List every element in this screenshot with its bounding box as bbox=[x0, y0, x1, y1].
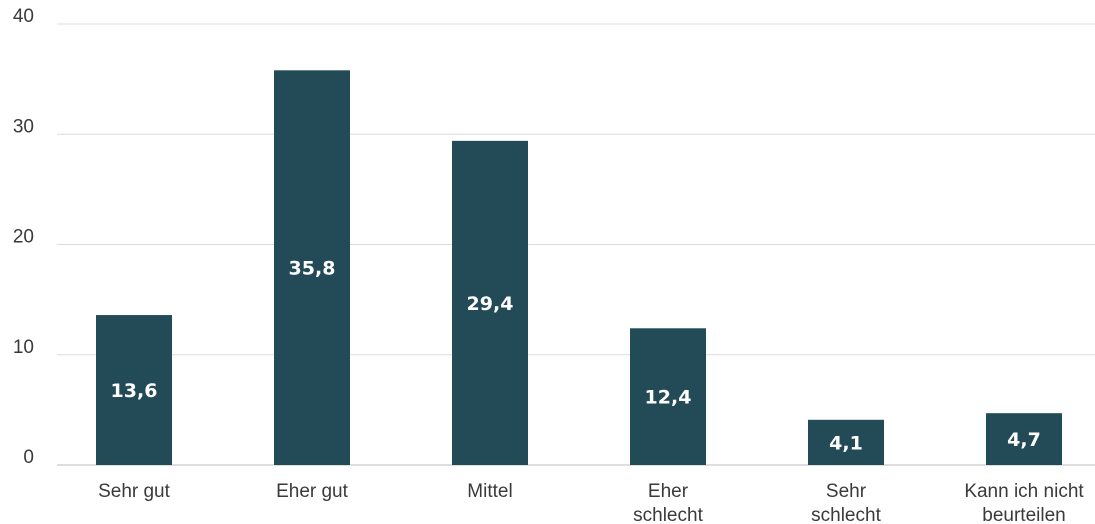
category-label: beurteilen bbox=[982, 505, 1065, 524]
y-axis-tick-labels: 0 10 20 30 40 bbox=[13, 6, 34, 468]
bar-value-label: 4,1 bbox=[829, 432, 863, 454]
category-label: Kann ich nicht bbox=[964, 481, 1084, 502]
y-tick-label: 30 bbox=[13, 116, 34, 137]
category-label: schlecht bbox=[633, 505, 703, 524]
bar-value-label: 35,8 bbox=[289, 258, 336, 280]
bar bbox=[986, 413, 1062, 465]
bar-value-label: 12,4 bbox=[645, 387, 692, 409]
category-label: Eher bbox=[648, 481, 689, 502]
y-tick-label: 10 bbox=[13, 337, 34, 358]
category-label: schlecht bbox=[811, 505, 881, 524]
bar bbox=[452, 140, 528, 466]
bar-value-labels: 13,6 35,8 29,4 12,4 4,1 4,7 bbox=[111, 258, 1041, 455]
bar bbox=[808, 419, 884, 465]
bar bbox=[630, 328, 706, 465]
y-tick-label: 20 bbox=[13, 227, 34, 248]
bar-value-label: 4,7 bbox=[1007, 429, 1041, 451]
bars bbox=[96, 70, 1062, 466]
x-axis-category-labels: Sehr gut Eher gut Mittel Eher schlecht Sehr sc… bbox=[98, 481, 1084, 524]
category-label: Sehr gut bbox=[98, 481, 171, 502]
category-label: Mittel bbox=[467, 481, 512, 502]
bar bbox=[274, 70, 350, 466]
gridlines bbox=[57, 23, 1095, 466]
category-label: Sehr bbox=[826, 481, 867, 502]
bar-value-label: 13,6 bbox=[111, 380, 158, 402]
y-tick-label: 40 bbox=[13, 6, 34, 27]
y-tick-label: 0 bbox=[23, 447, 34, 468]
category-label: Eher gut bbox=[276, 481, 349, 502]
bar bbox=[96, 315, 172, 465]
bar-value-label: 29,4 bbox=[467, 293, 514, 315]
